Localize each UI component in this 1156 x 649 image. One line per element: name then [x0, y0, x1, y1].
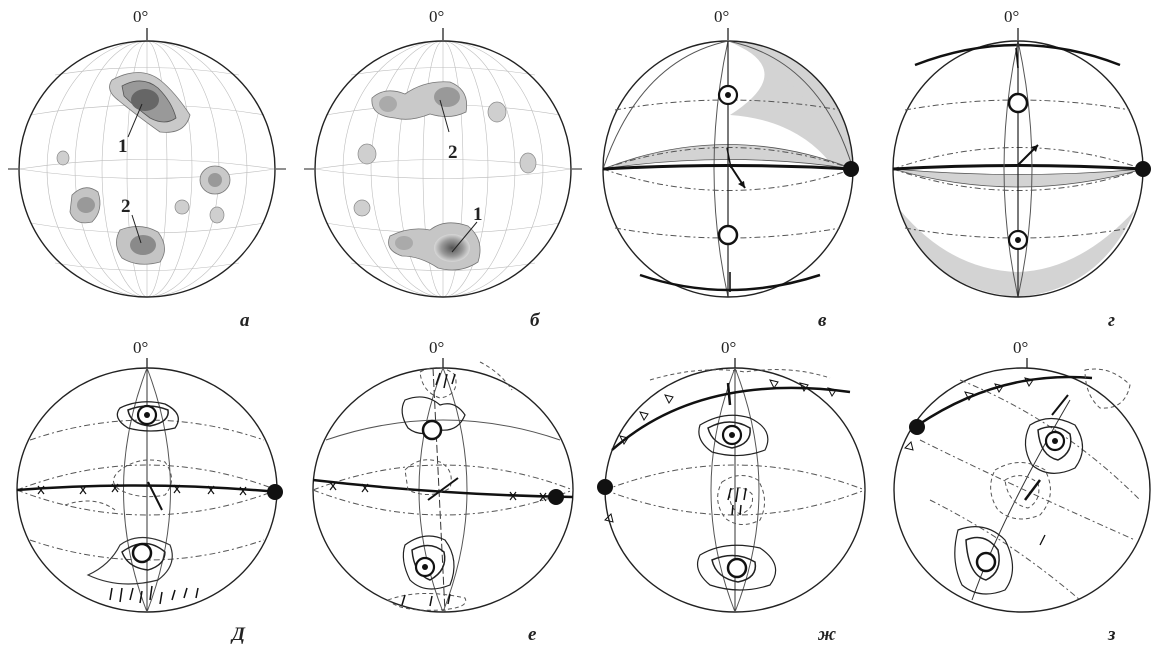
north-label: 0° [429, 7, 444, 26]
north-label: 0° [429, 338, 444, 357]
primitive-circle [893, 367, 1151, 613]
pole-dot [597, 479, 613, 495]
panel-letter: Д [230, 624, 246, 644]
primitive-circle [18, 40, 276, 298]
panel-z: 0° з [893, 338, 1151, 645]
label-1: 1 [118, 136, 128, 157]
label-2: 2 [448, 142, 458, 163]
panel-d: 0° Д [16, 338, 283, 645]
pole-marker [726, 557, 748, 579]
panel-letter: б [530, 310, 541, 331]
panel-letter: з [1107, 624, 1116, 644]
panel-a: 0° 1 2 а [8, 7, 286, 331]
north-label: 0° [714, 7, 729, 26]
panel-b: 0° 2 1 б [304, 7, 582, 331]
panel-zh: 0° ж [597, 338, 866, 645]
primitive-circle [314, 40, 572, 298]
label-1: 1 [473, 204, 483, 225]
pole-marker [717, 224, 739, 246]
pole-marker [131, 542, 153, 564]
density-contours [56, 72, 231, 265]
panel-letter: в [818, 310, 827, 331]
pole-marker [975, 551, 997, 573]
north-label: 0° [721, 338, 736, 357]
panel-letter: а [240, 310, 250, 331]
pole-marker [1007, 92, 1029, 114]
north-label: 0° [1013, 338, 1028, 357]
pole-dot [1135, 161, 1151, 177]
pole-dot [548, 489, 564, 505]
panel-letter: е [528, 624, 537, 644]
panel-letter: ж [817, 624, 836, 644]
pole-dot [843, 161, 859, 177]
panel-e: 0° е [312, 338, 574, 645]
pole-dot [909, 419, 925, 435]
panel-letter: г [1108, 310, 1115, 331]
panel-v: 0° в [602, 7, 859, 331]
north-label: 0° [133, 7, 148, 26]
north-label: 0° [1004, 7, 1019, 26]
north-label: 0° [133, 338, 148, 357]
pole-marker [421, 419, 443, 441]
pole-dot [267, 484, 283, 500]
label-2: 2 [121, 196, 131, 217]
panel-g: 0° г [892, 7, 1151, 331]
